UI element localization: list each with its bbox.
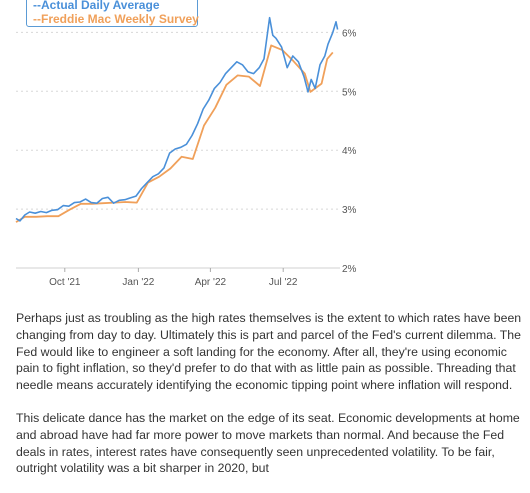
chart-legend: --Actual Daily Average --Freddie Mac Wee… xyxy=(26,0,199,27)
article-paragraph: Perhaps just as troubling as the high ra… xyxy=(16,311,522,393)
series-line-freddie-mac-weekly xyxy=(15,44,334,223)
x-tick-label: Jan '22 xyxy=(122,277,154,288)
series-line-actual-daily-average xyxy=(15,16,339,222)
x-tick-label: Apr '22 xyxy=(195,277,227,288)
article-paragraph: This delicate dance has the market on th… xyxy=(16,410,520,476)
y-tick-label: 6% xyxy=(342,28,357,39)
rates-chart: 2% 3% 4% 5% 6% Oct '21 Jan '22 Apr '22 Jul '22 xyxy=(15,16,357,288)
legend-entry-actual: --Actual Daily Average xyxy=(33,0,160,12)
y-tick-label: 2% xyxy=(342,264,357,275)
x-tick-label: Jul '22 xyxy=(269,277,298,288)
article-body: Perhaps just as troubling as the high ra… xyxy=(16,310,522,493)
x-tick-label: Oct '21 xyxy=(49,277,81,288)
y-tick-label: 5% xyxy=(342,87,357,98)
y-tick-label: 3% xyxy=(342,205,357,216)
legend-entry-freddie: --Freddie Mac Weekly Survey xyxy=(33,12,199,26)
y-tick-label: 4% xyxy=(342,146,357,157)
